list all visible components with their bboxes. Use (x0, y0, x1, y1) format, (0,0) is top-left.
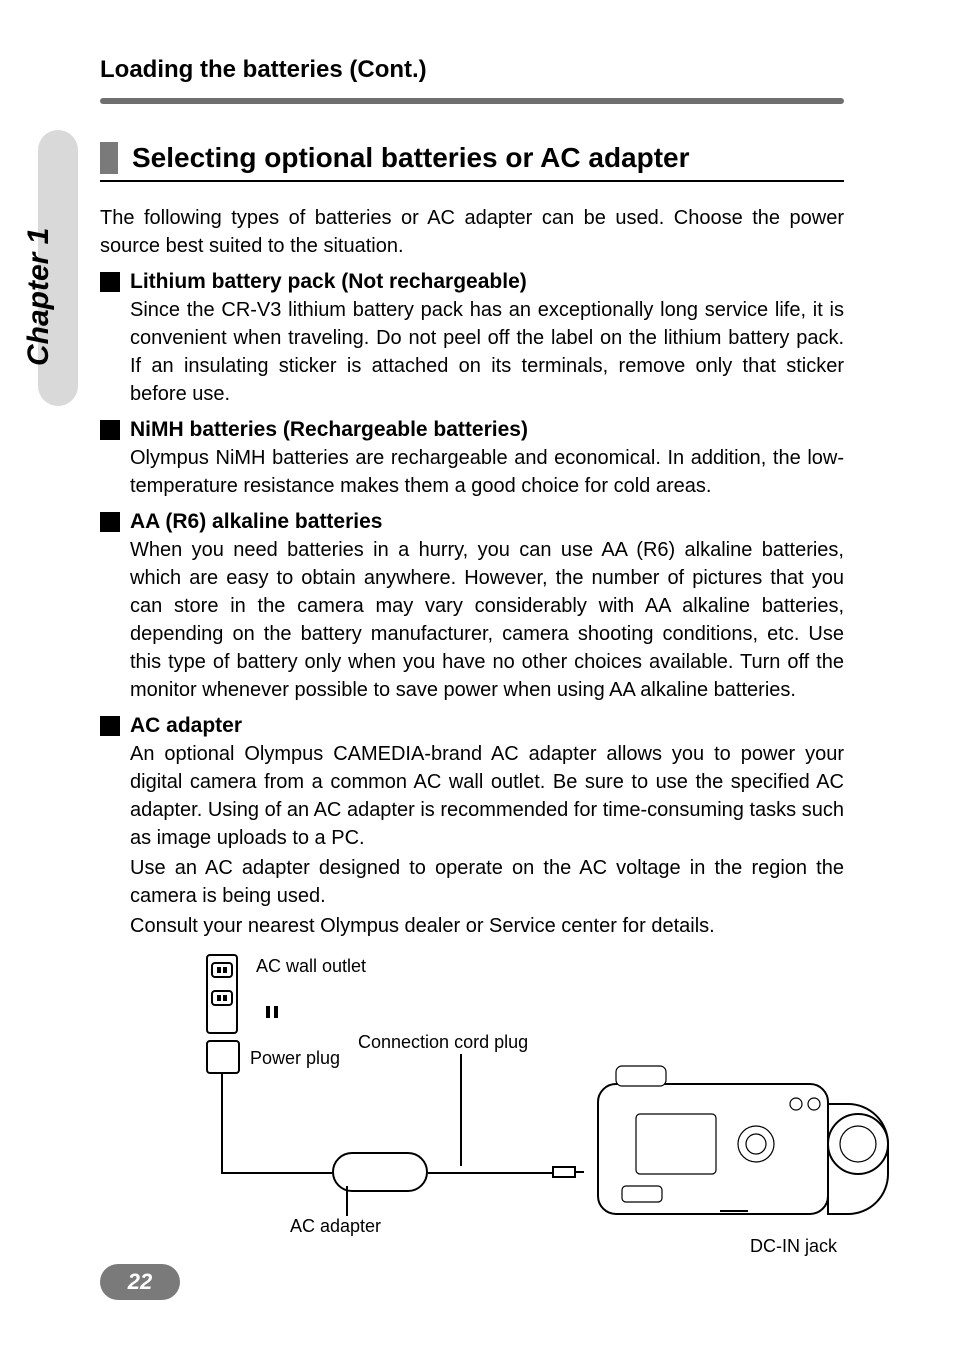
diagram-label: Connection cord plug (358, 1032, 528, 1053)
wire-icon (221, 1074, 223, 1174)
body-text: When you need batteries in a hurry, you … (130, 536, 844, 704)
page-number-pill: 22 (100, 1264, 180, 1300)
square-bullet-icon (100, 272, 120, 292)
diagram-label: Power plug (250, 1048, 340, 1069)
chapter-label: Chapter 1 (22, 228, 56, 366)
diagram-label: AC adapter (290, 1216, 381, 1237)
list-item-body: Since the CR-V3 lithium battery pack has… (130, 296, 844, 408)
list-item-head: NiMH batteries (Rechargeable batteries) (100, 418, 844, 442)
list-item-body: When you need batteries in a hurry, you … (130, 536, 844, 704)
outlet-socket-icon (211, 990, 233, 1006)
list-item-head: Lithium battery pack (Not rechargeable) (100, 270, 844, 294)
list-item-title: NiMH batteries (Rechargeable batteries) (130, 418, 528, 442)
intro-text: The following types of batteries or AC a… (100, 204, 844, 260)
wire-icon (428, 1172, 552, 1174)
list-item-body: An optional Olympus CAMEDIA-brand AC ada… (130, 740, 844, 940)
square-bullet-icon (100, 716, 120, 736)
cord-plug-icon (552, 1166, 576, 1178)
power-plug-icon (206, 1040, 240, 1074)
ac-adapter-diagram: AC wall outlet Power plug Connection cor… (160, 954, 844, 1244)
section-title-underline (100, 180, 844, 182)
section-title: Selecting optional batteries or AC adapt… (132, 142, 690, 174)
list-item: NiMH batteries (Rechargeable batteries) … (100, 418, 844, 500)
leader-line (460, 1054, 462, 1166)
manual-page: Loading the batteries (Cont.) Chapter 1 … (0, 0, 954, 1346)
list-item-head: AC adapter (100, 714, 844, 738)
wall-outlet-icon (206, 954, 238, 1034)
square-bullet-icon (100, 420, 120, 440)
chapter-tab: Chapter 1 (38, 130, 78, 406)
section-title-wrap: Selecting optional batteries or AC adapt… (100, 142, 844, 174)
list-item: AA (R6) alkaline batteries When you need… (100, 510, 844, 704)
list-item: Lithium battery pack (Not rechargeable) … (100, 270, 844, 408)
outlet-socket-icon (211, 962, 233, 978)
body-text: Since the CR-V3 lithium battery pack has… (130, 296, 844, 408)
list-item-head: AA (R6) alkaline batteries (100, 510, 844, 534)
list-item-title: Lithium battery pack (Not rechargeable) (130, 270, 527, 294)
list-item-title: AA (R6) alkaline batteries (130, 510, 382, 534)
list-item: AC adapter An optional Olympus CAMEDIA-b… (100, 714, 844, 940)
head-rule (100, 98, 844, 104)
square-bullet-icon (100, 512, 120, 532)
list-item-body: Olympus NiMH batteries are rechargeable … (130, 444, 844, 500)
page-number: 22 (128, 1269, 152, 1295)
section-title-bar-icon (100, 142, 118, 174)
body-text: Consult your nearest Olympus dealer or S… (130, 912, 844, 940)
body-text: An optional Olympus CAMEDIA-brand AC ada… (130, 740, 844, 852)
leader-line (346, 1186, 348, 1216)
list-item-title: AC adapter (130, 714, 242, 738)
leader-line (720, 1210, 748, 1212)
running-head: Loading the batteries (Cont.) (100, 56, 844, 84)
body-text: Use an AC adapter designed to operate on… (130, 854, 844, 910)
camera-icon (596, 1064, 896, 1230)
body-text: Olympus NiMH batteries are rechargeable … (130, 444, 844, 500)
diagram-label: DC-IN jack (750, 1236, 837, 1257)
diagram-label: AC wall outlet (256, 956, 366, 977)
